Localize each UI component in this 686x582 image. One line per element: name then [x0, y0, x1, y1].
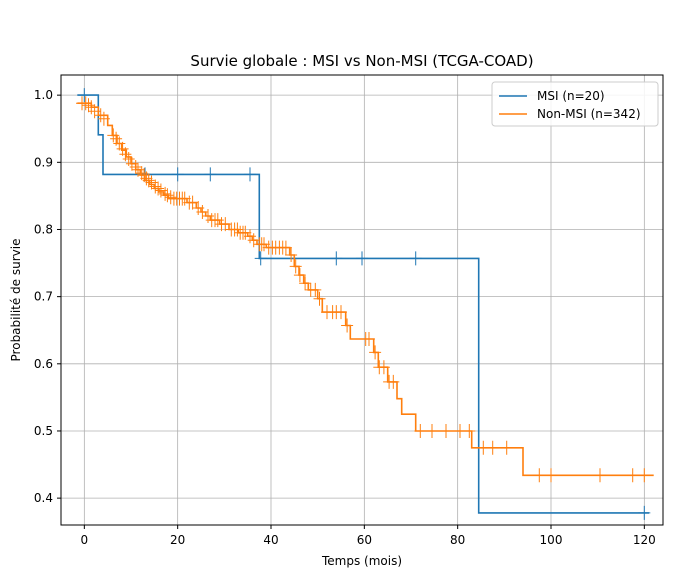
legend-box: [491, 81, 659, 127]
censor-mark-non-msi: [152, 181, 165, 196]
x-tick-label: 60: [357, 533, 372, 547]
censor-mark-non-msi: [426, 424, 438, 438]
censor-mark-non-msi: [149, 179, 162, 194]
censor-mark-non-msi: [533, 468, 546, 483]
x-axis-label: Temps (mois): [321, 554, 402, 568]
censor-mark-non-msi: [387, 374, 400, 389]
censor-mark-non-msi: [164, 190, 177, 205]
censor-mark-non-msi: [138, 168, 151, 183]
y-tick-label: 0.8: [34, 222, 53, 236]
censor-mark-non-msi: [107, 128, 120, 143]
censor-mark-non-msi: [341, 318, 354, 333]
x-axis-ticks: 0 20 40 60 80 100 120: [81, 525, 656, 547]
censor-mark-non-msi: [594, 468, 606, 483]
y-tick-label: 0.4: [34, 491, 53, 505]
censor-mark-non-msi: [313, 291, 326, 306]
censor-mark-msi: [78, 88, 91, 103]
x-tick-label: 100: [540, 533, 563, 547]
censor-mark-non-msi: [116, 141, 129, 156]
censor-mark-non-msi: [414, 424, 427, 438]
y-tick-label: 0.7: [34, 290, 53, 304]
censor-mark-msi: [171, 167, 184, 182]
censor-mark-non-msi: [335, 305, 347, 320]
censor-mark-non-msi: [135, 166, 148, 181]
censor-mark-msi: [356, 251, 368, 266]
censor-mark-non-msi: [239, 225, 252, 240]
axes-frame: [60, 74, 664, 526]
chart-title: Survie globale : MSI vs Non-MSI (TCGA-CO…: [190, 52, 533, 70]
x-tick-label: 80: [450, 533, 465, 547]
censor-mark-non-msi: [377, 360, 390, 375]
censor-mark-non-msi: [94, 108, 107, 123]
censor-mark-non-msi: [309, 282, 322, 297]
x-tick-label: 0: [81, 533, 89, 547]
censor-mark-non-msi: [178, 191, 191, 206]
y-tick-label: 1.0: [34, 88, 53, 102]
censor-mark-non-msi: [299, 276, 312, 291]
censor-mark-non-msi: [463, 424, 476, 438]
legend: MSI (n=20) Non-MSI (n=342): [491, 81, 659, 127]
censor-mark-msi: [409, 251, 422, 266]
censor-mark-msi: [254, 251, 267, 266]
censor-mark-non-msi: [486, 440, 499, 455]
censor-mark-msi: [638, 505, 651, 520]
censor-mark-non-msi: [440, 424, 452, 438]
plot-area: [76, 88, 654, 520]
censor-mark-non-msi: [129, 160, 142, 174]
censor-mark-non-msi: [161, 188, 174, 203]
censor-mark-non-msi: [500, 440, 513, 455]
censor-mark-non-msi: [258, 237, 270, 252]
censor-mark-non-msi: [142, 173, 155, 188]
censor-mark-non-msi: [113, 136, 126, 151]
censor-mark-non-msi: [79, 96, 92, 111]
censor-mark-non-msi: [140, 171, 153, 186]
censor-mark-non-msi: [231, 222, 244, 237]
censor-mark-non-msi: [626, 468, 639, 483]
censor-mark-non-msi: [196, 205, 209, 219]
censor-mark-non-msi: [97, 111, 110, 126]
censor-mark-non-msi: [289, 259, 302, 274]
censor-mark-msi: [330, 251, 343, 266]
legend-entry-non-msi: Non-MSI (n=342): [537, 107, 641, 121]
censor-mark-non-msi: [85, 100, 98, 115]
censor-mark-msi: [204, 167, 217, 182]
censor-mark-non-msi: [369, 345, 382, 360]
x-tick-label: 120: [633, 533, 656, 547]
censor-mark-non-msi: [363, 332, 375, 346]
censor-mark-non-msi: [186, 195, 199, 210]
y-tick-label: 0.9: [34, 155, 53, 169]
censor-mark-non-msi: [82, 98, 95, 113]
censor-mark-msi: [244, 167, 256, 182]
grid-lines: [61, 75, 663, 525]
censor-mark-non-msi: [279, 240, 292, 255]
x-tick-label: 40: [263, 533, 278, 547]
censor-mark-non-msi: [545, 468, 557, 483]
y-tick-label: 0.6: [34, 357, 53, 371]
legend-entry-msi: MSI (n=20): [537, 89, 605, 103]
censor-mark-non-msi: [247, 233, 260, 248]
y-axis-label: Probabilité de survie: [9, 239, 23, 362]
censor-mark-non-msi: [285, 248, 298, 262]
survival-curve-non-msi: [77, 102, 654, 477]
censor-mark-non-msi: [159, 186, 172, 201]
censor-mark-non-msi: [219, 217, 232, 232]
y-axis-ticks: 0.4 0.5 0.6 0.7 0.8 0.9 1.0: [34, 88, 61, 505]
censor-mark-non-msi: [638, 468, 651, 483]
y-tick-label: 0.5: [34, 424, 53, 438]
censor-mark-non-msi: [88, 104, 101, 119]
censor-mark-non-msi: [293, 268, 306, 283]
x-tick-label: 20: [170, 533, 185, 547]
